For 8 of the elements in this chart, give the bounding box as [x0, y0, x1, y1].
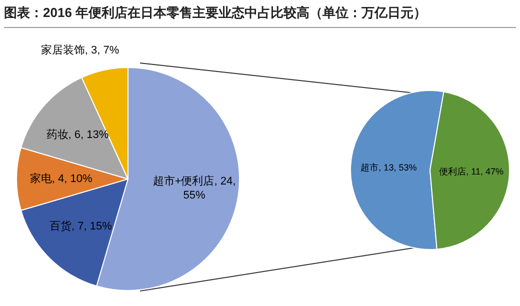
chart-title: 图表：2016 年便利店在日本零售主要业态中占比较高（单位：万亿日元） [4, 4, 516, 28]
slice-label: 便利店, 11, 47% [439, 166, 504, 176]
slice-label: 家居装饰, 3, 7% [40, 43, 120, 56]
slice-label: 超市+便利店, 24, 55% [152, 174, 236, 202]
slice-label: 家电, 4, 10% [30, 172, 92, 186]
slice-label: 药妆, 6, 13% [46, 128, 109, 142]
slice-label: 百货, 7, 15% [50, 220, 112, 232]
slice-label: 超市, 13, 53% [360, 162, 417, 173]
